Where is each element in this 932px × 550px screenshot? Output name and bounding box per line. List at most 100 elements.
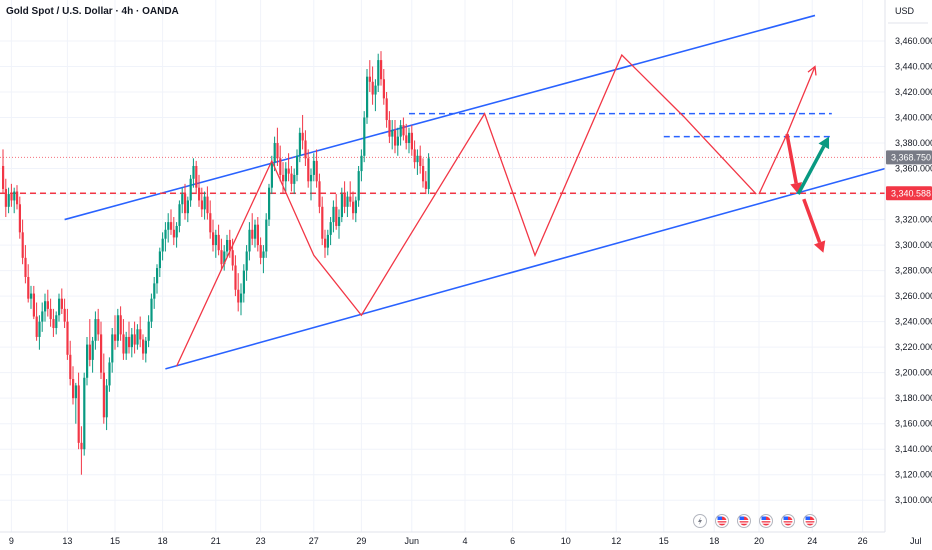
- candle-body: [273, 143, 276, 163]
- candle-body: [136, 329, 139, 345]
- candle-body: [371, 81, 374, 95]
- candle-body: [142, 339, 145, 354]
- y-tick-label: 3,400.000: [895, 113, 932, 123]
- candle-body: [102, 372, 105, 418]
- us-flag-event-icon[interactable]: [737, 514, 751, 528]
- candle-body: [189, 178, 192, 201]
- chart-title: Gold Spot / U.S. Dollar · 4h · OANDA: [6, 6, 179, 17]
- candle-body: [181, 194, 184, 205]
- candle-body: [153, 283, 156, 299]
- candle-body: [4, 188, 7, 207]
- time-axis[interactable]: 9 13 15 18 21 23 27 29 Jun 4 6 10 12 15 18 20 24 26 Jul: [9, 536, 922, 546]
- candle-body: [7, 194, 10, 207]
- y-tick-label: 3,300.000: [895, 240, 932, 250]
- candle-body: [380, 60, 383, 80]
- candle-body: [416, 155, 419, 163]
- flag-stripe: [783, 522, 793, 524]
- candle-body: [77, 385, 80, 443]
- y-tick-label: 3,140.000: [895, 444, 932, 454]
- candle-body: [91, 340, 94, 360]
- price-axis-bg[interactable]: [885, 0, 932, 532]
- candle-body: [357, 171, 360, 201]
- us-flag-event-icon[interactable]: [759, 514, 773, 528]
- candle-body: [217, 234, 220, 251]
- candle-body: [108, 362, 111, 386]
- candle-body: [251, 229, 254, 239]
- candle-body: [66, 321, 69, 355]
- candle-body: [268, 187, 271, 220]
- candle-body: [228, 239, 231, 251]
- candle-body: [293, 174, 296, 184]
- event-icons[interactable]: [693, 514, 817, 528]
- flag-stripe: [761, 520, 771, 522]
- candle-body: [158, 251, 161, 269]
- lightning-event-icon[interactable]: [693, 514, 707, 528]
- us-flag-event-icon[interactable]: [803, 514, 817, 528]
- zigzag-line: [176, 53, 757, 367]
- candle-body: [340, 194, 343, 218]
- flag-canton: [761, 516, 766, 520]
- currency-label[interactable]: USD: [895, 6, 915, 16]
- candle-body: [270, 162, 273, 188]
- candle-body: [385, 98, 388, 121]
- projection-arrowhead: [807, 65, 817, 76]
- grid-lines: [0, 0, 917, 532]
- flag-stripe: [783, 520, 793, 522]
- candle-body: [240, 293, 243, 303]
- flag-canton: [805, 516, 810, 520]
- y-tick-label: 3,180.000: [895, 393, 932, 403]
- us-flag-event-icon[interactable]: [781, 514, 795, 528]
- candle-body: [144, 340, 147, 354]
- candle-body: [21, 232, 24, 258]
- candle-body: [105, 385, 108, 418]
- candle-body: [209, 213, 212, 233]
- us-flag-event-icon[interactable]: [715, 514, 729, 528]
- candle-body: [315, 160, 318, 182]
- candle-body: [164, 229, 167, 239]
- y-tick-label: 3,320.000: [895, 215, 932, 225]
- y-tick-label: 3,280.000: [895, 266, 932, 276]
- candle-body: [332, 206, 335, 223]
- flag-stripe: [805, 522, 815, 524]
- projection-arrows: [785, 133, 830, 253]
- lightning-icon: [698, 517, 702, 525]
- candles-group: [2, 51, 430, 475]
- candle-body: [363, 117, 366, 156]
- candle-body: [184, 194, 187, 214]
- candle-body: [30, 293, 33, 299]
- candle-body: [125, 336, 128, 354]
- candle-body: [352, 201, 355, 214]
- candle-body: [374, 85, 377, 95]
- candle-body: [424, 181, 427, 189]
- flag-stripe: [717, 522, 727, 524]
- candle-body: [304, 140, 307, 159]
- candle-body: [254, 224, 257, 239]
- candle-body: [237, 289, 240, 303]
- candle-body: [231, 250, 234, 266]
- candle-body: [52, 319, 55, 329]
- candle-body: [63, 308, 66, 322]
- flag-stripe: [739, 522, 749, 524]
- flag-stripe: [739, 520, 749, 522]
- candle-body: [49, 308, 52, 320]
- flag-canton: [783, 516, 788, 520]
- x-tick-label: 27: [309, 536, 319, 546]
- candle-body: [310, 174, 313, 182]
- candle-body: [27, 276, 30, 299]
- candle-body: [312, 160, 315, 175]
- candle-body: [226, 239, 229, 252]
- candle-body: [307, 158, 310, 182]
- time-axis-bg[interactable]: [0, 532, 932, 550]
- candle-body: [72, 379, 75, 399]
- candle-body: [256, 224, 259, 246]
- price-tag-label: 3,368.750: [891, 152, 931, 162]
- y-tick-label: 3,100.000: [895, 495, 932, 505]
- candle-body: [368, 76, 371, 82]
- candle-body: [60, 298, 63, 309]
- flag-canton: [739, 516, 744, 520]
- y-tick-label: 3,200.000: [895, 368, 932, 378]
- candle-body: [214, 234, 217, 246]
- y-tick-label: 3,460.000: [895, 36, 932, 46]
- candle-body: [2, 165, 5, 189]
